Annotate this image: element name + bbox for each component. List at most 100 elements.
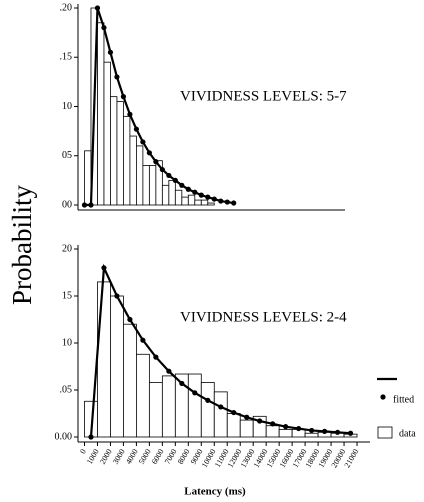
fitted-point bbox=[133, 126, 139, 132]
bar bbox=[110, 96, 118, 206]
bar bbox=[213, 391, 228, 438]
fitted-point bbox=[283, 424, 289, 430]
y-tick-label: 0.00 bbox=[55, 431, 73, 442]
bar bbox=[200, 382, 215, 438]
y-tick-label: .05 bbox=[60, 384, 73, 395]
fitted-point bbox=[334, 429, 341, 435]
bar bbox=[161, 184, 170, 206]
y-tick-label: 15 bbox=[62, 290, 72, 301]
fitted-point bbox=[172, 177, 178, 183]
bar bbox=[304, 432, 319, 438]
fitted-point bbox=[101, 25, 107, 31]
fitted-point bbox=[101, 265, 107, 271]
fitted-point bbox=[231, 409, 237, 416]
fitted-point bbox=[94, 5, 101, 11]
fitted-point bbox=[179, 380, 185, 387]
bar bbox=[226, 413, 241, 438]
bar bbox=[181, 196, 189, 206]
fitted-point bbox=[205, 194, 211, 200]
fitted-point bbox=[140, 139, 146, 145]
x-tick-label: 8000 bbox=[176, 447, 192, 465]
legend-label: fitted bbox=[393, 394, 414, 405]
bar bbox=[97, 281, 111, 438]
bar bbox=[123, 323, 137, 438]
y-tick-label: 10 bbox=[62, 337, 72, 348]
bar bbox=[103, 61, 111, 206]
fitted-point bbox=[205, 397, 211, 403]
bar bbox=[194, 199, 202, 206]
fitted-point bbox=[224, 199, 230, 205]
bar bbox=[265, 425, 280, 438]
fitted-point bbox=[257, 418, 263, 424]
fitted-point bbox=[114, 293, 120, 299]
bar bbox=[142, 165, 150, 206]
bar bbox=[84, 150, 92, 206]
fitted-point bbox=[179, 182, 185, 188]
bar bbox=[110, 295, 124, 438]
fitted-point bbox=[88, 434, 94, 440]
fitted-point bbox=[88, 202, 94, 208]
y-tick-label: 05 bbox=[62, 150, 72, 161]
fitted-point bbox=[81, 202, 88, 208]
fitted-point bbox=[211, 196, 217, 202]
bar bbox=[187, 373, 202, 438]
fitted-point bbox=[218, 198, 224, 204]
fitted-point bbox=[159, 166, 165, 173]
fitted-point bbox=[153, 159, 159, 165]
fitted-point bbox=[192, 390, 198, 396]
fitted-point bbox=[270, 421, 276, 427]
fitted-point bbox=[321, 428, 328, 434]
y-tick-label: .20 bbox=[60, 2, 73, 13]
bar bbox=[155, 160, 163, 206]
y-tick-label: .15 bbox=[60, 52, 73, 63]
fitted-point bbox=[166, 172, 172, 179]
bar bbox=[161, 375, 176, 438]
bar bbox=[148, 382, 163, 438]
fitted-point bbox=[296, 425, 302, 432]
fitted-point bbox=[347, 430, 354, 436]
x-tick-label: 0 bbox=[78, 447, 88, 455]
fitted-point bbox=[146, 150, 152, 156]
fitted-point bbox=[198, 192, 204, 198]
fitted-point bbox=[218, 404, 224, 410]
y-tick-label: 00 bbox=[62, 199, 72, 210]
x-tick-label: 4000 bbox=[124, 447, 140, 465]
bar bbox=[187, 194, 196, 206]
bar bbox=[129, 135, 137, 206]
bar bbox=[239, 419, 254, 438]
fitted-point bbox=[120, 94, 127, 100]
bar bbox=[116, 101, 124, 206]
bar bbox=[207, 202, 215, 206]
y-tick-label: 10 bbox=[62, 101, 72, 112]
bar bbox=[135, 145, 144, 206]
chart-title: VIVIDNESS LEVELS: 5-7 bbox=[180, 88, 347, 104]
x-tick-label: 3000 bbox=[111, 447, 127, 465]
bar bbox=[135, 353, 150, 438]
fitted-point bbox=[309, 427, 315, 434]
x-tick-label: 2000 bbox=[98, 447, 114, 465]
fitted-point bbox=[153, 354, 159, 360]
fitted-point bbox=[192, 189, 198, 195]
fitted-point bbox=[166, 368, 172, 374]
fitted-point bbox=[244, 414, 250, 420]
x-tick-label: 6000 bbox=[150, 447, 166, 465]
fitted-point bbox=[127, 316, 133, 323]
fitted-point bbox=[127, 111, 133, 117]
x-tick-label: 1000 bbox=[85, 447, 101, 465]
bar bbox=[168, 179, 176, 206]
fitted-point bbox=[185, 186, 191, 192]
fitted-point bbox=[114, 74, 120, 80]
fitted-point bbox=[140, 337, 146, 343]
chart-title: VIVIDNESS LEVELS: 2-4 bbox=[180, 309, 347, 325]
bar bbox=[148, 165, 157, 206]
legend-label: data bbox=[399, 428, 416, 439]
y-tick-label: 20 bbox=[62, 243, 72, 254]
bar bbox=[97, 22, 105, 206]
legend-swatch bbox=[377, 426, 393, 439]
bar bbox=[278, 429, 293, 438]
legend-dot bbox=[380, 394, 386, 400]
bar bbox=[200, 199, 209, 206]
x-tick-label: 5000 bbox=[137, 447, 153, 465]
bar bbox=[174, 189, 183, 206]
